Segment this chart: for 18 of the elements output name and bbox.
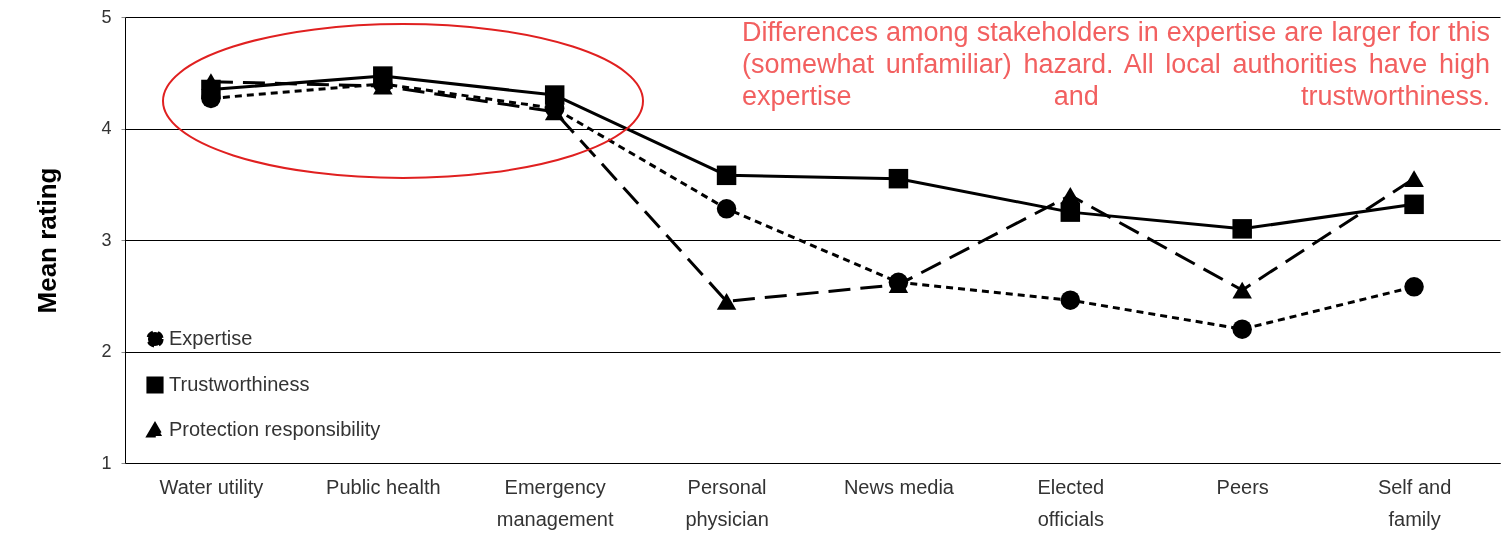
y-tick-label: 3 xyxy=(101,229,112,250)
y-tick-label: 2 xyxy=(101,341,112,361)
x-tick-label: Water utility xyxy=(159,475,264,498)
x-tick-label: Elected officials xyxy=(1037,475,1105,530)
y-tick-label: 5 xyxy=(101,6,112,27)
x-tick-label: Emergency management xyxy=(496,475,614,530)
y-axis-title: Mean rating xyxy=(32,167,63,314)
x-tick-label: Self and family xyxy=(1377,475,1452,530)
legend-label: Trustworthiness xyxy=(169,373,310,395)
y-tick-label: 4 xyxy=(101,118,112,138)
x-tick-label: News media xyxy=(843,475,955,498)
legend-label: Expertise xyxy=(169,327,253,349)
annotation: Differences among stakeholders in expertise are larger for this (somewhat unfamiliar) hazard. All local authorities have high expertise and trustworthiness. xyxy=(742,16,1490,112)
x-tick-label: Personal physician xyxy=(685,475,769,530)
legend-label: Protection responsibility xyxy=(169,418,381,440)
y-tick-label: 1 xyxy=(101,452,112,473)
x-tick-label: Public health xyxy=(326,475,441,498)
x-tick-label: Peers xyxy=(1216,475,1269,498)
